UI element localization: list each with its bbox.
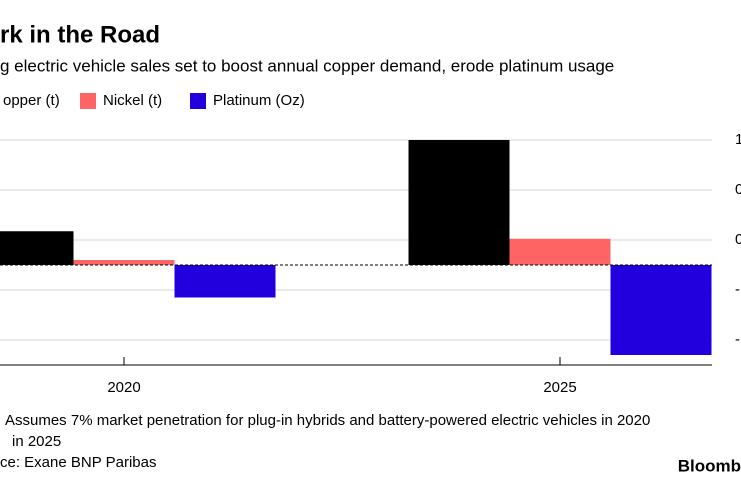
legend-label: Platinum (Oz) <box>213 92 305 109</box>
bar <box>509 238 611 265</box>
bar <box>610 265 712 355</box>
legend-label: opper (t) <box>3 92 60 109</box>
bar <box>0 231 74 265</box>
y-tick-label: - <box>735 281 740 298</box>
chart-title: rk in the Road <box>0 21 160 48</box>
y-tick-label: 0 <box>735 231 741 248</box>
note: Assumes 7% market penetration for plug-i… <box>5 412 650 429</box>
note: in 2025 <box>12 433 61 450</box>
y-tick-label: - <box>735 331 740 348</box>
legend-swatch <box>80 93 96 109</box>
bar <box>174 265 276 298</box>
legend-label: Nickel (t) <box>103 92 162 109</box>
source: ce: Exane BNP Paribas <box>0 454 156 471</box>
y-tick-label: 1 <box>735 131 741 148</box>
bar <box>408 140 510 265</box>
brand: Bloomb <box>678 456 741 475</box>
chart-subtitle: g electric vehicle sales set to boost an… <box>0 56 614 75</box>
bar <box>73 260 175 265</box>
legend-swatch <box>190 93 206 109</box>
x-tick-label: 2025 <box>543 379 576 396</box>
y-tick-label: 0 <box>735 181 741 198</box>
x-tick-label: 2020 <box>107 379 140 396</box>
